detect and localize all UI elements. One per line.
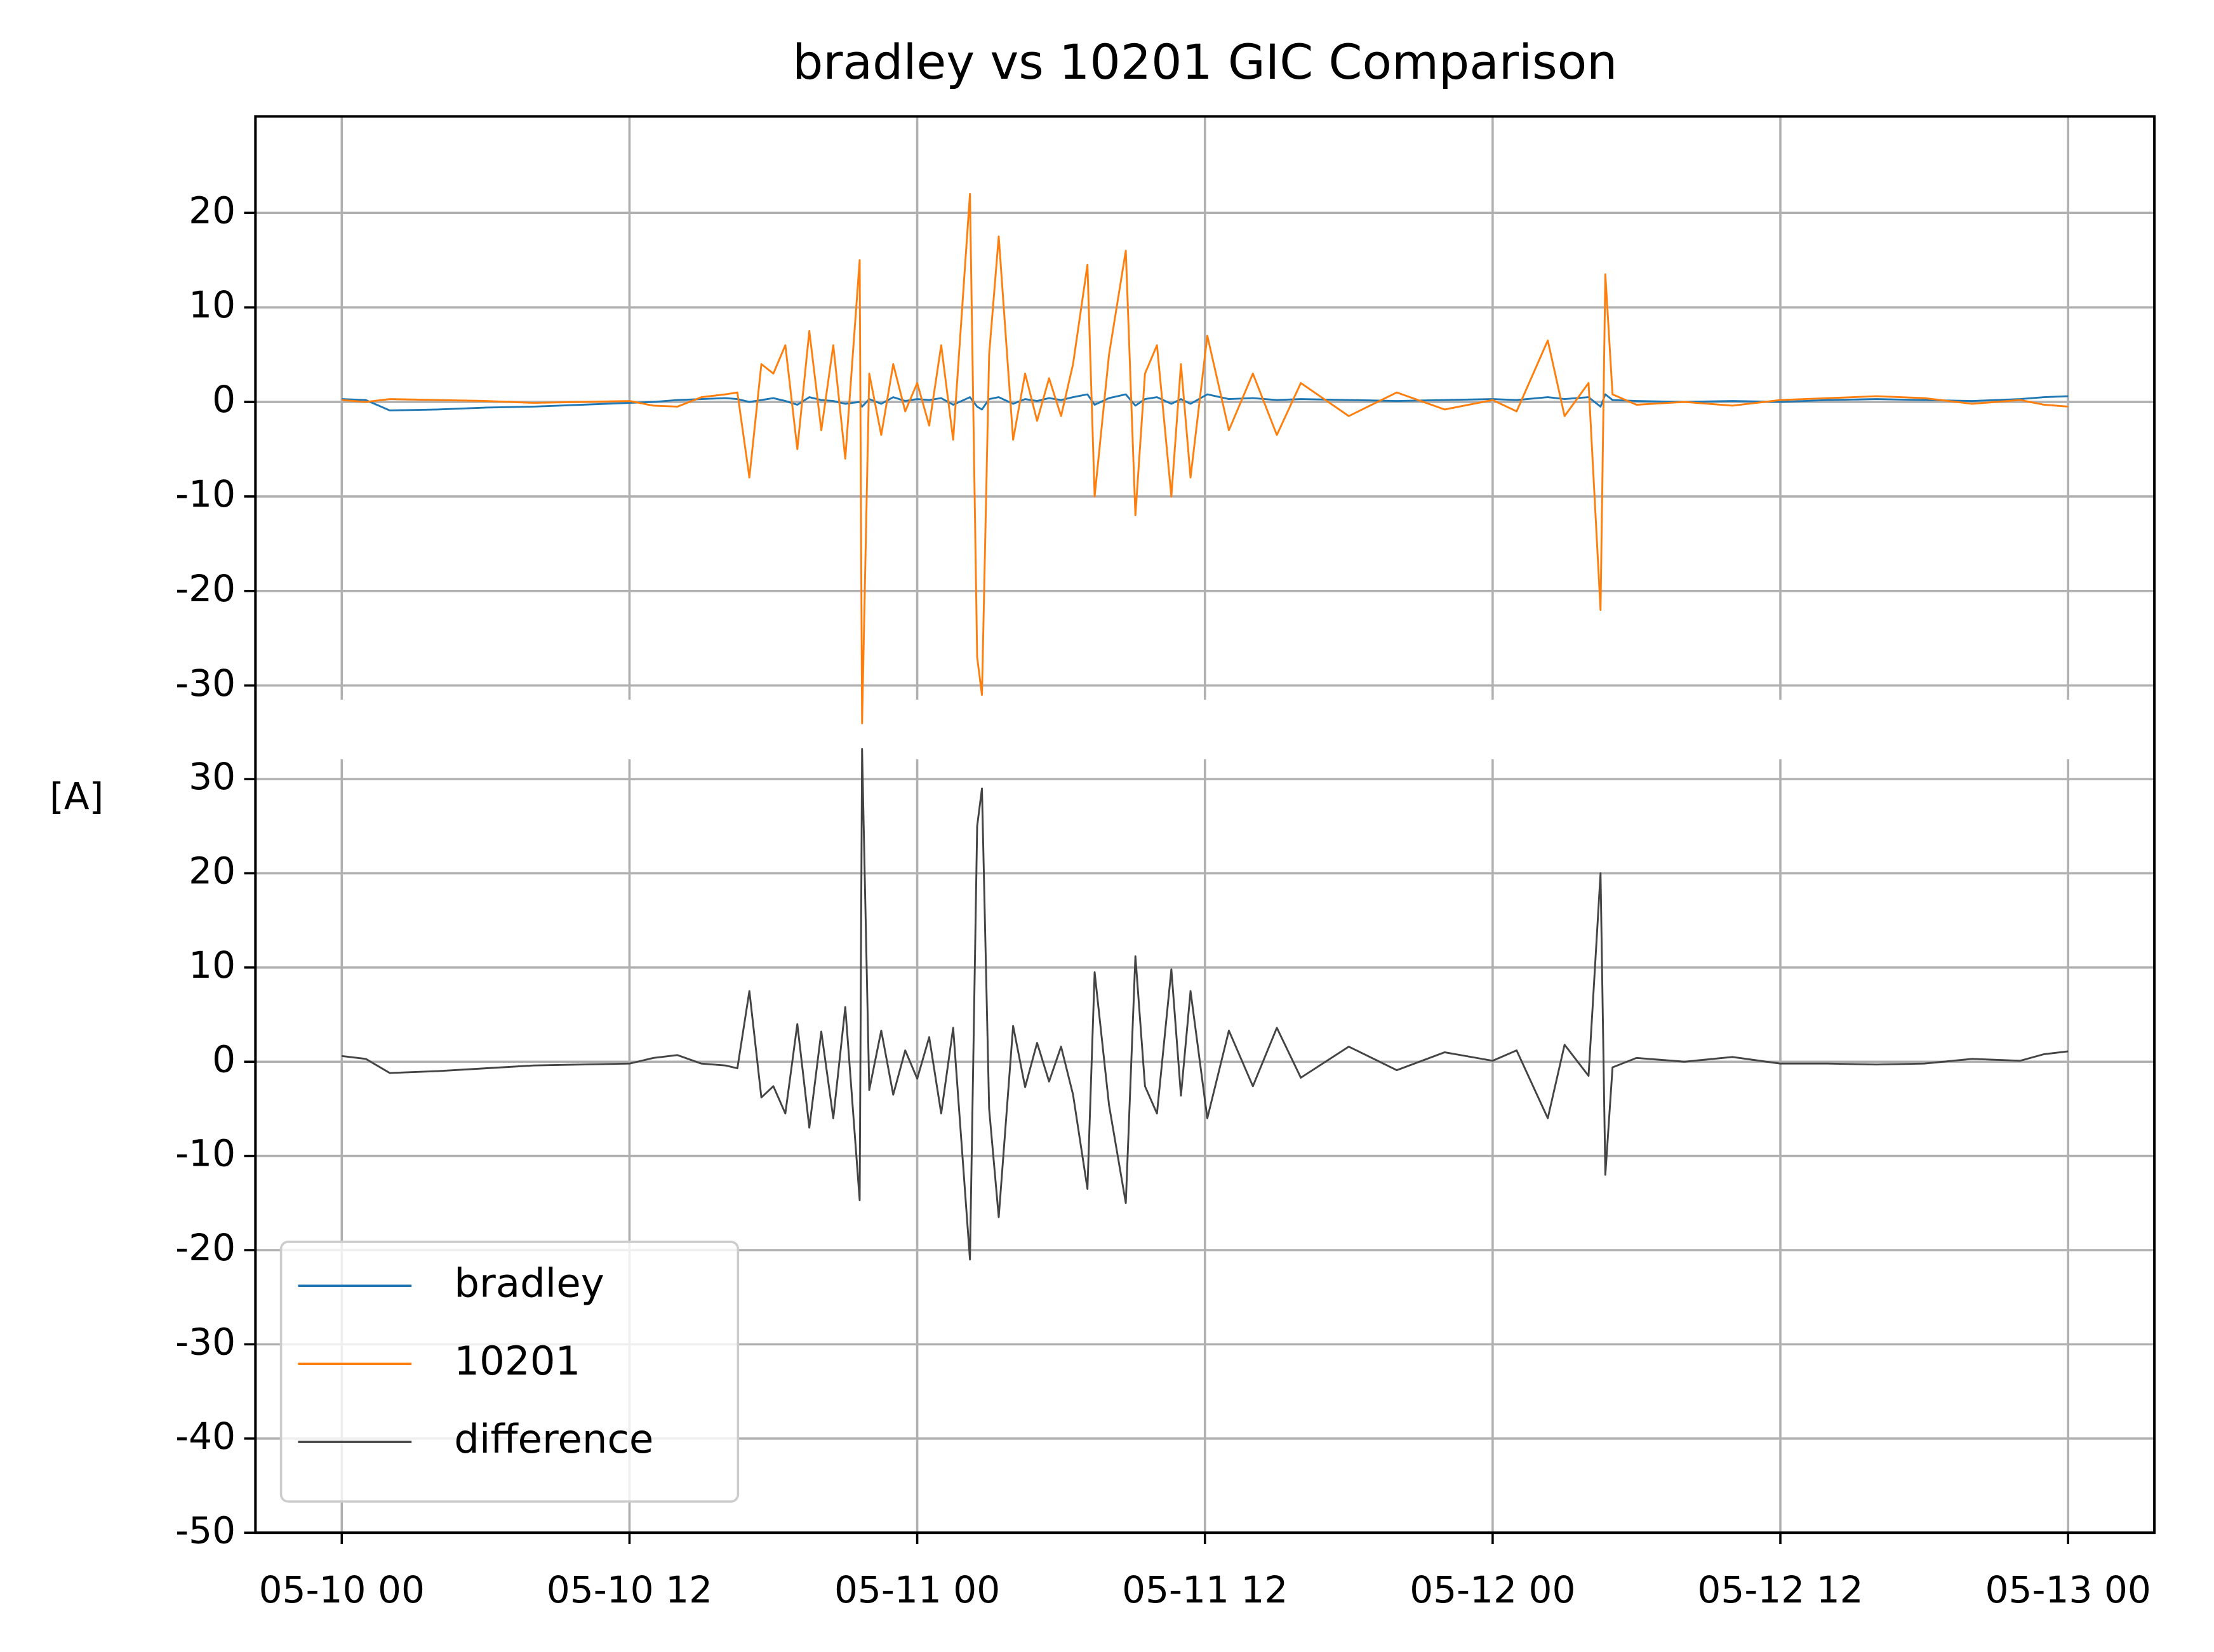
- data-line: [342, 193, 2069, 724]
- y-tick-label: -20: [175, 1226, 236, 1269]
- y-tick-label: 10: [189, 943, 236, 987]
- y-axis-label: [A]: [50, 775, 103, 818]
- legend-label: 10201: [454, 1338, 580, 1384]
- y-tick-label: -20: [175, 567, 236, 610]
- y-tick-label: 0: [212, 1037, 236, 1081]
- y-tick-label: 10: [189, 283, 236, 326]
- y-tick-label: -30: [175, 1321, 236, 1364]
- y-tick-label: -50: [175, 1509, 236, 1552]
- x-tick-label: 05-11 12: [1122, 1568, 1288, 1611]
- data-line: [342, 748, 2069, 1261]
- y-tick-label: 0: [212, 378, 236, 421]
- x-tick-label: 05-11 00: [834, 1568, 1000, 1611]
- legend-box: [279, 1241, 740, 1503]
- x-tick-label: 05-12 00: [1410, 1568, 1575, 1611]
- legend-label: difference: [454, 1416, 653, 1462]
- y-tick-label: -40: [175, 1415, 236, 1458]
- y-tick-label: -10: [175, 1132, 236, 1175]
- axes-frame: [254, 115, 2156, 1535]
- y-tick-label: 20: [189, 849, 236, 893]
- x-tick-label: 05-13 00: [1985, 1568, 2151, 1611]
- x-tick-label: 05-12 12: [1697, 1568, 1863, 1611]
- y-tick-label: 20: [189, 189, 236, 232]
- y-tick-label: 30: [189, 755, 236, 798]
- legend-label: bradley: [454, 1260, 604, 1306]
- chart-title: bradley vs 10201 GIC Comparison: [792, 34, 1617, 90]
- y-tick-label: -10: [175, 472, 236, 516]
- x-tick-label: 05-10 12: [547, 1568, 712, 1611]
- x-tick-label: 05-10 00: [259, 1568, 425, 1611]
- y-tick-label: -30: [175, 662, 236, 705]
